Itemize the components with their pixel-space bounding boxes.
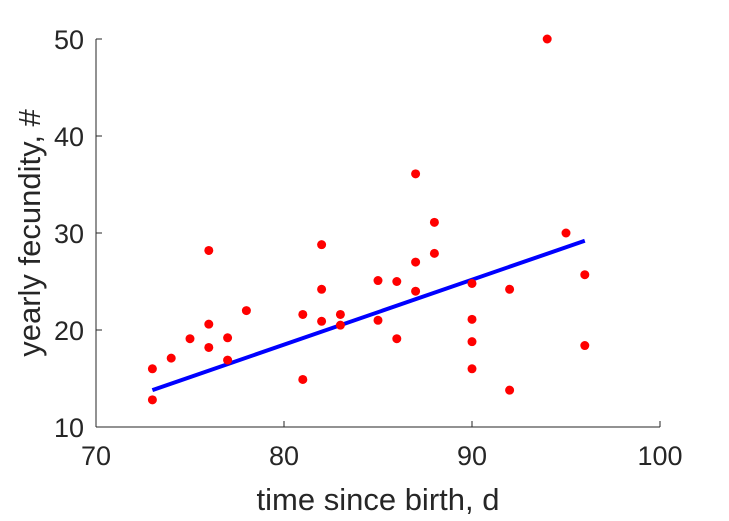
x-tick-label: 100	[637, 441, 682, 471]
scatter-point	[373, 315, 383, 325]
scatter-point	[204, 342, 214, 352]
scatter-point	[429, 248, 439, 258]
scatter-point	[147, 364, 157, 374]
y-tick-label: 10	[54, 413, 84, 443]
scatter-point	[467, 337, 477, 347]
x-axis-title: time since birth, d	[257, 482, 500, 517]
scatter-point	[204, 245, 214, 255]
scatter-point	[429, 217, 439, 227]
scatter-point	[166, 353, 176, 363]
scatter-point	[373, 276, 383, 286]
scatter-point	[298, 309, 308, 319]
scatter-point	[317, 240, 327, 250]
y-tick-label: 30	[54, 219, 84, 249]
scatter-point	[411, 257, 421, 267]
y-tick-label: 20	[54, 316, 84, 346]
x-tick-label: 90	[457, 441, 487, 471]
scatter-point	[392, 277, 402, 286]
y-tick-label: 40	[54, 122, 84, 152]
plot-marks	[147, 34, 590, 405]
scatter-point	[505, 284, 515, 294]
x-tick-label: 70	[81, 441, 111, 471]
y-tick-label: 50	[54, 25, 84, 55]
scatter-point	[298, 374, 308, 384]
scatter-point	[467, 314, 477, 324]
scatter-point	[561, 228, 571, 238]
scatter-point	[241, 306, 251, 316]
scatter-point	[185, 334, 195, 344]
scatter-point	[542, 34, 552, 44]
scatter-point	[317, 284, 327, 294]
trend-line	[151, 238, 586, 393]
scatter-point	[204, 319, 214, 329]
axes: 70 80 90 100 10 20 30 40 50	[54, 25, 683, 471]
scatter-point	[411, 286, 421, 296]
scatter-point	[467, 278, 477, 288]
y-axis-title: yearly fecundity, #	[12, 108, 47, 356]
scatter-point	[580, 341, 590, 351]
scatter-point	[317, 316, 327, 326]
scatter-point	[223, 355, 233, 365]
scatter-point	[505, 385, 515, 395]
scatter-point	[223, 333, 233, 343]
scatter-point	[580, 270, 590, 280]
scatter-point	[392, 334, 402, 344]
scatter-point	[147, 395, 157, 405]
x-tick-label: 80	[269, 441, 299, 471]
scatter-point	[335, 320, 345, 330]
scatter-point	[467, 364, 477, 374]
scatter-point	[335, 309, 345, 319]
scatter-point	[411, 169, 421, 179]
